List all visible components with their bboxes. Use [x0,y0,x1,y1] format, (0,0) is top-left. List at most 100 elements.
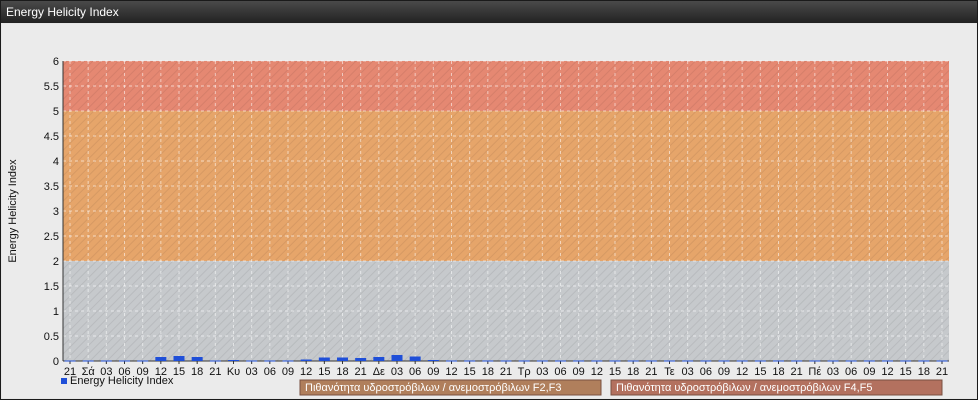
bar [863,360,875,362]
x-tick-label: 06 [118,366,130,378]
x-tick-label: 15 [173,366,185,378]
legend-marker [61,378,67,384]
x-tick-label: Σά [82,366,96,378]
x-tick-label: 21 [209,366,221,378]
x-tick-label: 18 [627,366,639,378]
bar [446,360,457,362]
bar [718,360,730,362]
x-tick-label: 03 [246,366,258,378]
bar [482,360,494,362]
bar [155,357,167,361]
bar [791,360,803,362]
bar [282,360,294,362]
bar [228,360,239,361]
window-title: Energy Helicity Index [1,1,977,23]
x-tick-label: 18 [918,366,930,378]
y-tick-label: 5 [53,106,59,118]
bar [918,360,930,362]
bar [500,360,512,362]
bar [427,360,439,361]
bar [246,360,258,362]
bar [337,357,348,361]
bar [900,360,912,362]
x-tick-label: 09 [427,366,439,378]
x-tick-label: 21 [500,366,512,378]
x-tick-label: 09 [282,366,294,378]
legend-band-box-1 [610,379,943,396]
chart-panel: 0 0.5 1 1.5 2 2.5 3 3.5 4 4.5 5 5.5 6 21 Σά 03 06 09 12 15 1… [2,24,976,398]
x-tick-label: 06 [264,366,276,378]
bar [100,360,112,362]
x-tick-label: 15 [900,366,912,378]
y-tick-label: 3.5 [44,181,59,193]
x-tick-label: Τρ [518,366,531,378]
bar [119,360,130,362]
bar [191,357,203,361]
x-tick-label: 06 [554,366,566,378]
bar [754,360,766,362]
bar [373,357,385,361]
y-tick-label: 1 [53,306,59,318]
x-tick-label: 06 [409,366,421,378]
bar [82,360,94,362]
x-tick-label: 15 [609,366,621,378]
bar [609,360,621,362]
x-tick-label: Δε [373,366,385,378]
bar [518,360,530,362]
energy-helicity-chart: 0 0.5 1 1.5 2 2.5 3 3.5 4 4.5 5 5.5 6 21 Σά 03 06 09 12 15 1… [7,56,949,396]
x-tick-label: 03 [100,366,112,378]
legend-band-label-0: Πιθανότητα υδροστρόβιλων / ανεμοστρόβιλω… [305,382,562,394]
bar [573,360,585,362]
x-tick-label: 18 [336,366,348,378]
bar [845,360,857,362]
bar [664,360,675,362]
bar [591,360,603,362]
x-tick-label: 15 [464,366,476,378]
y-tick-label: 5.5 [44,81,59,93]
legend-series-label: Energy Helicity Index [70,375,174,387]
bar [464,360,476,362]
x-tick-label: Πέ [808,366,821,378]
bar [300,359,312,361]
bar [936,360,948,362]
bar [64,360,76,362]
y-tick-label: 0.5 [44,331,59,343]
x-tick-label: 12 [155,366,167,378]
x-tick-label: 21 [64,366,76,378]
bar [536,360,548,362]
x-tick-label: 09 [718,366,730,378]
x-tick-label: 21 [791,366,803,378]
bar [555,360,566,362]
legend-band-label-1: Πιθανότητα υδροστρόβιλων / ανεμοστρόβιλω… [616,382,873,394]
bar [645,360,657,362]
y-tick-label: 1.5 [44,281,59,293]
x-tick-label: 12 [300,366,312,378]
y-tick-label: 3 [53,206,59,218]
y-tick-label: 2.5 [44,231,59,243]
x-tick-label: 21 [645,366,657,378]
bar [827,360,839,362]
x-tick-label: 03 [536,366,548,378]
y-tick-label: 0 [53,356,59,368]
bar [209,360,221,362]
bar [682,360,694,362]
x-tick-label: 09 [573,366,585,378]
x-tick-label: 15 [754,366,766,378]
bar [409,356,421,361]
x-tick-label: 03 [827,366,839,378]
bar [318,357,330,361]
bar [809,360,821,362]
bar [391,355,403,361]
x-tick-label: 18 [772,366,784,378]
x-tick-label: 06 [700,366,712,378]
y-axis-label: Energy Helicity Index [7,159,19,263]
x-tick-label: 09 [863,366,875,378]
bar [137,360,149,362]
x-tick-label: 12 [591,366,603,378]
x-tick-label: 18 [191,366,203,378]
x-tick-label: Τε [664,366,675,378]
y-tick-label: 4.5 [44,131,59,143]
bar [773,360,784,362]
y-tick-label: 4 [53,156,59,168]
bar [264,360,276,362]
